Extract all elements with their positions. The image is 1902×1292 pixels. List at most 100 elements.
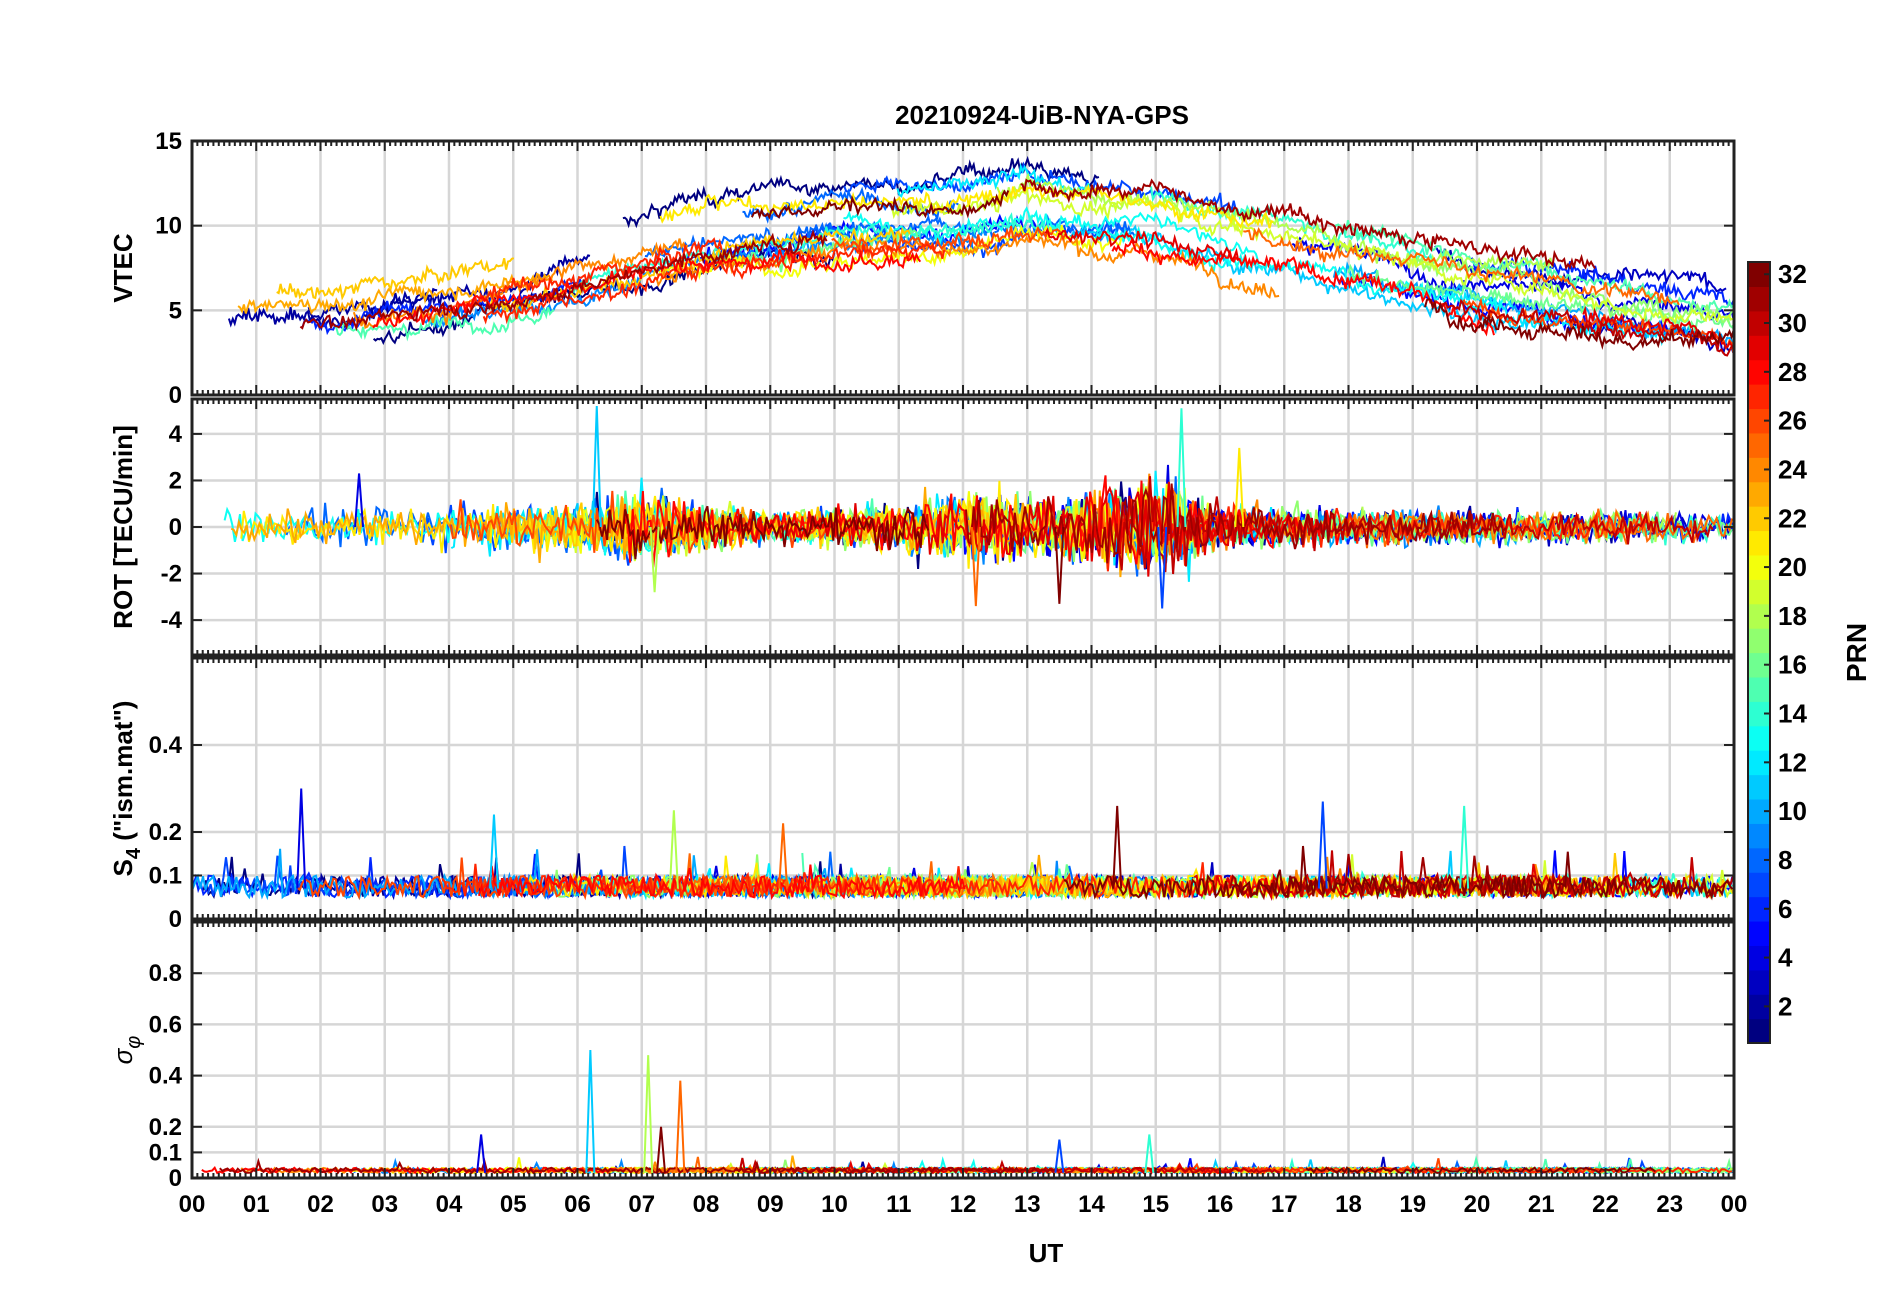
colorbar-tick-label: 6: [1778, 894, 1792, 924]
x-tick-label: 19: [1399, 1191, 1426, 1218]
s4-y-tick-label: 0.1: [149, 863, 182, 890]
x-tick-label: 22: [1592, 1191, 1619, 1218]
colorbar-frame: [1747, 261, 1771, 1044]
sigma_phi-trace-prn-32: [1305, 1166, 1657, 1175]
vtec-trace-prn-22: [276, 257, 515, 301]
sigma_phi-y-tick-label: 0.1: [149, 1139, 182, 1166]
colorbar-swatch: [1748, 676, 1770, 702]
rot-spike: [1176, 408, 1187, 528]
colorbar-swatch: [1748, 847, 1770, 873]
colorbar-swatch: [1748, 408, 1770, 434]
s4-spike: [778, 823, 789, 889]
s4-x-ticks: [191, 658, 1735, 919]
x-tick-label: 20: [1464, 1191, 1491, 1218]
colorbar-swatch: [1748, 725, 1770, 751]
sigma_phi-trace-prn-31: [219, 1157, 1059, 1175]
sigma_phi-y-axis-label: σφ: [108, 1036, 145, 1065]
sigma_phi-y-tick-label: 0: [169, 1165, 182, 1192]
x-tick-label: 13: [1014, 1191, 1041, 1218]
s4-spike: [1317, 801, 1328, 889]
x-tick-label: 05: [500, 1191, 527, 1218]
vtec-trace-prn-30: [1440, 298, 1734, 357]
colorbar-swatch: [1748, 603, 1770, 629]
rot-x-ticks: [191, 399, 1735, 655]
sigma_phi-spike: [1054, 1139, 1065, 1173]
x-tick-label: 11: [886, 1191, 911, 1218]
colorbar-swatch: [1748, 945, 1770, 971]
panel-sigma_phi: 00.10.2 0.4 0.6 0.8 σφ: [108, 920, 1736, 1192]
x-tick-label: 08: [693, 1191, 720, 1218]
vtec-trace-prn-14: [572, 212, 1068, 296]
rot-y-tick-label: 4: [169, 421, 183, 448]
x-tick-label: 12: [950, 1191, 977, 1218]
vtec-trace-prn-27: [482, 242, 946, 325]
colorbar-swatch: [1748, 774, 1770, 800]
colorbar-tick-label: 8: [1778, 845, 1792, 875]
vtec-trace-prn-32: [751, 189, 1010, 220]
vtec-trace-prn-28: [372, 249, 922, 329]
s4-trace-prn-28: [477, 864, 966, 901]
vtec-y-tick-label: 15: [155, 128, 182, 155]
rot-y-axis-label: ROT [TECU/min]: [108, 425, 138, 629]
x-tick-label: 14: [1078, 1191, 1105, 1218]
vtec-trace-prn-24: [654, 230, 1280, 299]
x-tick-label: 03: [371, 1191, 398, 1218]
vtec-trace-prn-14: [1150, 186, 1435, 264]
colorbar-swatch: [1748, 335, 1770, 361]
colorbar-swatch: [1748, 384, 1770, 410]
colorbar-swatch: [1748, 481, 1770, 507]
vtec-y-tick-label: 5: [169, 297, 182, 324]
x-tick-label: 16: [1207, 1191, 1234, 1218]
vtec-trace-prn-23: [237, 272, 554, 316]
sigma_phi-traces: [201, 1049, 1734, 1176]
colorbar-swatch: [1748, 628, 1770, 654]
colorbar-tick-label: 4: [1778, 943, 1793, 973]
colorbar-tick-label: 26: [1778, 406, 1807, 436]
x-tick-label: 02: [307, 1191, 334, 1218]
panel-vtec: 0 5 10 15 VTEC: [108, 128, 1736, 409]
colorbar-tick-label: 18: [1778, 601, 1807, 631]
colorbar-tick-label: 20: [1778, 552, 1807, 582]
vtec-trace-prn-27: [454, 237, 723, 313]
x-tick-label: 17: [1271, 1191, 1298, 1218]
colorbar-tick-label: 32: [1778, 259, 1807, 289]
colorbar-tick-label: 16: [1778, 650, 1807, 680]
s4-spike: [488, 814, 499, 889]
colorbar-swatch: [1748, 286, 1770, 312]
vtec-x-ticks: [191, 141, 1735, 395]
vtec-trace-prn-21: [659, 183, 1274, 230]
x-tick-labels: 00 01 02 03 04 05 06 07 08 09 10 11 12 13 14 15 16 17 18 19…: [179, 1191, 1748, 1218]
rot-trace-prn-32: [595, 505, 930, 560]
colorbar-tick-label: 14: [1778, 699, 1807, 729]
colorbar-tick-label: 28: [1778, 357, 1807, 387]
x-tick-label: 00: [1721, 1191, 1748, 1218]
vtec-trace-prn-20: [658, 224, 1123, 281]
x-tick-label: 04: [436, 1191, 463, 1218]
colorbar-swatch: [1748, 652, 1770, 678]
sigma_phi-spike: [656, 1126, 667, 1173]
x-tick-label: 23: [1656, 1191, 1683, 1218]
colorbar-swatch: [1748, 554, 1770, 580]
colorbar-swatch: [1748, 262, 1770, 288]
sigma_phi-spike: [476, 1134, 487, 1173]
sigma_phi-spike: [643, 1055, 654, 1173]
sigma_phi-y-tick-label: 0.2: [149, 1114, 182, 1141]
rot-y-ticks: -4 -2 0 2 4: [161, 421, 1734, 634]
rot-spike: [649, 526, 660, 593]
x-tick-label: 10: [821, 1191, 848, 1218]
s4-y-axis-label: S4 ("ism.mat"): [108, 701, 145, 877]
vtec-y-axis-label: VTEC: [108, 233, 138, 303]
rot-spike: [970, 526, 981, 607]
colorbar-swatch: [1748, 530, 1770, 556]
colorbar-swatch: [1748, 457, 1770, 483]
sigma_phi-x-ticks: [191, 922, 1735, 1178]
sigma_phi-y-tick-label: 0.4: [149, 1063, 183, 1090]
rot-y-tick-label: 2: [169, 467, 182, 494]
rot-spike: [1157, 526, 1168, 609]
vtec-trace-prn-31: [1020, 178, 1596, 271]
rot-trace-prn-30: [1113, 476, 1714, 575]
colorbar-swatch: [1748, 823, 1770, 849]
colorbar-tick-label: 2: [1778, 991, 1792, 1021]
